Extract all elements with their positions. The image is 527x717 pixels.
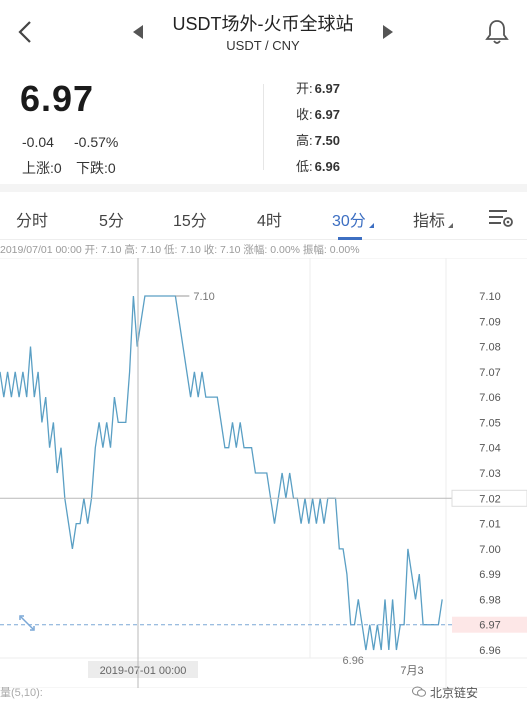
y-tick-label: 7.07	[479, 367, 500, 379]
x-axis-labels: 2019-07-01 00:00 7月3	[88, 661, 424, 678]
x-crosshair-label-box	[88, 661, 198, 678]
watermark-text: 北京链安	[430, 686, 479, 700]
up-count: 上涨:0	[22, 160, 62, 176]
y-tick-label: 7.08	[479, 342, 500, 354]
tab-indicators-label: 指标	[413, 213, 446, 230]
dropdown-corner-icon	[448, 223, 454, 228]
x-axis-label: 2019-07-01 00:00	[100, 665, 187, 677]
tab-timeshare[interactable]: 分时	[16, 213, 49, 230]
current-price: 6.97	[20, 78, 95, 119]
price-line	[0, 295, 443, 651]
y-tick-label: 7.04	[479, 443, 500, 455]
y-tick-label: 7.09	[479, 316, 500, 328]
close-value: 6.97	[314, 107, 340, 122]
price-line-chart[interactable]: 2019-07-01 00:00 7月3 7.10 7.09 7.08 7.07 7.06…	[0, 258, 527, 688]
market-title: USDT场外-火币全球站	[172, 14, 354, 34]
bell-icon[interactable]	[484, 18, 510, 46]
fullscreen-icon[interactable]	[19, 615, 35, 631]
last-price-box	[452, 616, 527, 633]
y-tick-label: 6.98	[479, 594, 500, 606]
down-count: 下跌:0	[76, 160, 116, 176]
next-market-icon[interactable]	[382, 24, 394, 40]
y-tick-label: 7.06	[479, 392, 500, 404]
close-row: 收: 6.97	[296, 104, 340, 123]
last-price-label: 6.97	[479, 620, 500, 632]
tab-5min[interactable]: 5分	[99, 213, 124, 230]
low-row: 低: 6.96	[296, 156, 340, 175]
interval-tabs: 分时 5分 15分 4时 30分 指标	[0, 192, 527, 240]
y-tick-label: 7.00	[479, 544, 500, 556]
crosshair-price-box	[451, 489, 527, 507]
volume-label: 量(5,10):	[0, 687, 43, 699]
chart-markers: 7.02 6.97 7.10 6.96	[0, 258, 527, 688]
y-tick-label: 7.05	[479, 417, 500, 429]
price-summary: 6.97 -0.04 -0.57% 上涨:0 下跌:0 开: 6.97 收: 6.9…	[0, 64, 527, 184]
y-tick-label: 7.10	[479, 291, 500, 303]
max-value-label: 7.10	[193, 291, 214, 303]
y-tick-label: 7.03	[479, 468, 500, 480]
open-value: 6.97	[314, 81, 340, 96]
tab-30min[interactable]: 30分	[332, 207, 374, 231]
y-tick-label: 6.99	[479, 569, 500, 581]
wechat-icon	[412, 686, 426, 697]
tab-30min-label: 30分	[332, 213, 366, 230]
section-separator	[0, 184, 527, 192]
market-pair: USDT / CNY	[226, 38, 300, 53]
back-chevron-icon[interactable]	[14, 18, 36, 46]
low-label: 低:	[296, 159, 313, 174]
open-row: 开: 6.97	[296, 78, 340, 97]
price-change-percent: -0.57%	[74, 134, 119, 150]
open-label: 开:	[296, 81, 313, 96]
low-value: 6.96	[314, 159, 340, 174]
candle-info-line: 2019/07/01 00:00 开: 7.10 高: 7.10 低: 7.10…	[0, 244, 360, 256]
y-tick-label: 7.01	[479, 519, 500, 531]
chart-settings-icon[interactable]	[488, 208, 514, 228]
prev-market-icon[interactable]	[132, 24, 144, 40]
x-axis-label: 7月3	[400, 665, 423, 677]
crosshair-price-label: 7.02	[479, 493, 500, 505]
high-label: 高:	[296, 133, 313, 148]
high-value: 7.50	[314, 133, 340, 148]
price-change: -0.04	[22, 134, 54, 150]
price-series	[0, 295, 443, 651]
active-tab-indicator	[338, 237, 362, 240]
tab-15min[interactable]: 15分	[173, 213, 207, 230]
summary-divider	[263, 84, 264, 170]
min-value-label: 6.96	[343, 655, 364, 667]
high-row: 高: 7.50	[296, 130, 340, 149]
close-label: 收:	[296, 107, 313, 122]
tab-4hour[interactable]: 4时	[257, 213, 282, 230]
y-tick-label: 6.96	[479, 645, 500, 657]
tab-indicators[interactable]: 指标	[413, 207, 454, 231]
dropdown-corner-icon	[368, 223, 374, 228]
top-navigation-bar: USDT场外-火币全球站 USDT / CNY	[0, 0, 527, 64]
y-axis-labels: 7.10 7.09 7.08 7.07 7.06 7.05 7.04 7.03 7.02 7.01…	[479, 291, 500, 657]
